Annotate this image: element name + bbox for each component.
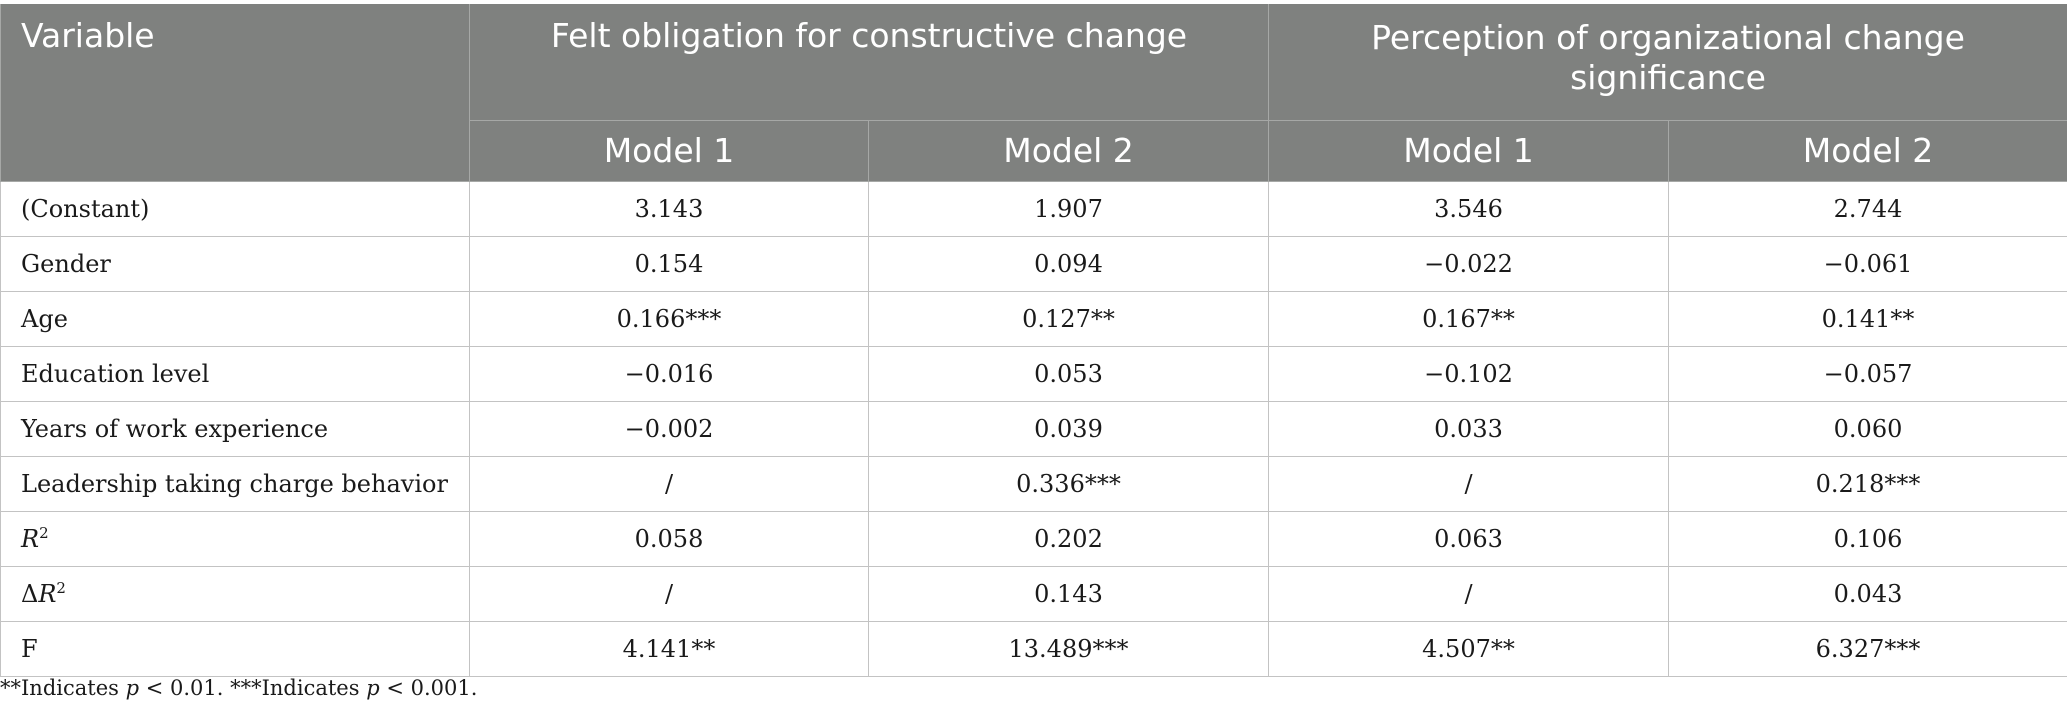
table-cell: −0.102 (1268, 346, 1670, 402)
header-group-perception: Perception of organizational change signi… (1268, 4, 2067, 121)
header-group-perception-line2: significance (1570, 58, 1766, 97)
row-label: F (0, 621, 470, 677)
row-label-superscript: 2 (56, 579, 66, 597)
table-row: Years of work experience −0.002 0.039 0.… (0, 401, 2067, 457)
row-label: ΔR2 (0, 566, 470, 622)
table-cell: 0.033 (1268, 401, 1670, 457)
table-cell: −0.057 (1668, 346, 2067, 402)
table-row: F 4.141** 13.489*** 4.507** 6.327*** (0, 621, 2067, 677)
regression-table: Variable Felt obligation for constructiv… (0, 4, 2067, 677)
table-cell: / (1268, 456, 1670, 512)
table-cell: −0.016 (469, 346, 869, 402)
row-label-prefix: Δ (21, 580, 39, 608)
table-cell: 0.218*** (1668, 456, 2067, 512)
row-label-italic: R (21, 525, 40, 553)
header-group-perception-line1: Perception of organizational change (1371, 18, 1965, 57)
table-header: Variable Felt obligation for constructiv… (0, 4, 2067, 182)
row-label: (Constant) (0, 181, 470, 237)
table-cell: 3.143 (469, 181, 869, 237)
table-body: (Constant) 3.143 1.907 3.546 2.744 Gende… (0, 181, 2067, 677)
header-model: Model 1 (1268, 120, 1670, 182)
table-row: R2 0.058 0.202 0.063 0.106 (0, 511, 2067, 567)
table-footnote: **Indicates p < 0.01. ***Indicates p < 0… (0, 676, 477, 700)
table-cell: 0.063 (1268, 511, 1670, 567)
table-cell: 6.327*** (1668, 621, 2067, 677)
table-cell: 4.507** (1268, 621, 1670, 677)
header-row-groups: Variable Felt obligation for constructiv… (0, 4, 2067, 182)
footnote-text: < 0.001. (379, 676, 478, 700)
table-cell: 0.141** (1668, 291, 2067, 347)
row-label: Age (0, 291, 470, 347)
table-row: (Constant) 3.143 1.907 3.546 2.744 (0, 181, 2067, 237)
table-cell: 4.141** (469, 621, 869, 677)
row-label: Leadership taking charge behavior (0, 456, 470, 512)
table-cell: 0.336*** (867, 456, 1270, 512)
table-row: ΔR2 / 0.143 / 0.043 (0, 566, 2067, 622)
table-cell: 0.060 (1668, 401, 2067, 457)
table-cell: 0.053 (867, 346, 1270, 402)
table-cell: 2.744 (1668, 181, 2067, 237)
table-row: Education level −0.016 0.053 −0.102 −0.0… (0, 346, 2067, 402)
header-group-felt-obligation: Felt obligation for constructive change (468, 4, 1270, 121)
footnote-p: p (366, 676, 380, 700)
header-model: Model 1 (469, 120, 869, 182)
table-cell: −0.002 (469, 401, 869, 457)
table-cell: / (1268, 566, 1670, 622)
table-cell: 3.546 (1268, 181, 1670, 237)
row-label: Years of work experience (0, 401, 470, 457)
table-cell: / (469, 456, 869, 512)
table-cell: 0.154 (469, 236, 869, 292)
table-cell: 0.127** (867, 291, 1270, 347)
table-cell: −0.061 (1668, 236, 2067, 292)
header-row-models: Model 1 Model 2 Model 1 Model 2 (1, 120, 2067, 182)
table-row: Leadership taking charge behavior / 0.33… (0, 456, 2067, 512)
table-cell: / (469, 566, 869, 622)
table-cell: 0.166*** (469, 291, 869, 347)
table-cell: 0.039 (867, 401, 1270, 457)
table-cell: 0.143 (867, 566, 1270, 622)
footnote-p: p (125, 676, 140, 700)
row-label: Gender (0, 236, 470, 292)
footnote-text: < 0.01. ***Indicates (139, 676, 367, 700)
table-cell: 13.489*** (867, 621, 1270, 677)
header-model: Model 2 (867, 120, 1270, 182)
table-row: Gender 0.154 0.094 −0.022 −0.061 (0, 236, 2067, 292)
table-cell: 0.202 (867, 511, 1270, 567)
table-cell: 1.907 (867, 181, 1270, 237)
header-variable: Variable (0, 4, 470, 182)
row-label: R2 (0, 511, 470, 567)
table-cell: 0.043 (1668, 566, 2067, 622)
table-cell: 0.106 (1668, 511, 2067, 567)
table-cell: 0.094 (867, 236, 1270, 292)
table-cell: 0.167** (1268, 291, 1670, 347)
table-row: Age 0.166*** 0.127** 0.167** 0.141** (0, 291, 2067, 347)
row-label: Education level (0, 346, 470, 402)
table-cell: −0.022 (1268, 236, 1670, 292)
table-cell: 0.058 (469, 511, 869, 567)
footnote-text: **Indicates (0, 676, 126, 700)
row-label-italic: R (38, 580, 57, 608)
row-label-superscript: 2 (39, 524, 49, 542)
header-model: Model 2 (1668, 120, 2067, 182)
